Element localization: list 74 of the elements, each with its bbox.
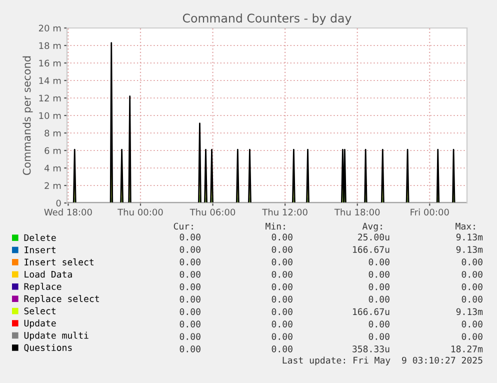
legend-label: Questions: [24, 344, 72, 352]
text: 358.33u: [352, 346, 390, 352]
text: 166.67u: [353, 308, 390, 316]
y-tick-label: 6 m: [44, 147, 61, 154]
text: Last update: Fri May 9 03:10:27 2025: [282, 356, 482, 366]
y-axis-title: Commands per second: [22, 56, 33, 175]
text: 0.00: [462, 333, 482, 340]
text: 166.67u: [353, 246, 390, 253]
x-tick-label: Thu 06:00: [190, 208, 236, 216]
text: 0.00: [272, 234, 292, 240]
text: 0.00: [180, 320, 200, 328]
y-tick-label: 16 m: [39, 60, 61, 67]
text: 9.13m: [456, 308, 483, 316]
text: 0.00: [180, 234, 200, 240]
text: Min:: [266, 222, 285, 230]
text: 0.00: [180, 296, 200, 303]
text: 0.00: [462, 296, 482, 303]
legend-label: Delete: [24, 234, 56, 242]
text: 0.00: [272, 270, 292, 278]
text: Cur:: [174, 222, 193, 230]
text: 0.00: [462, 270, 482, 278]
text: 0.00: [180, 346, 200, 352]
y-tick-label: 10 m: [39, 112, 61, 120]
legend-label: Insert select: [24, 258, 94, 266]
text: 0.00: [368, 296, 390, 303]
x-tick-label: Thu 12:00: [262, 208, 308, 216]
text: 0.00: [272, 320, 292, 328]
text: 0.00: [272, 283, 292, 290]
text: 25.00u: [358, 234, 390, 240]
text: 0.00: [368, 270, 390, 278]
y-tick-label: 4 m: [44, 164, 61, 172]
text: 0.00: [180, 270, 200, 278]
text: 0.00: [368, 333, 390, 340]
text: 0.00: [180, 308, 200, 316]
text: Max:: [456, 222, 475, 230]
y-tick-label: 2 m: [44, 182, 61, 189]
text: 9.13m: [456, 234, 483, 240]
x-tick-label: Wed 18:00: [44, 208, 92, 216]
text: 0.00: [180, 283, 200, 290]
text: 18.27m: [451, 346, 483, 352]
text: 0.00: [272, 333, 292, 340]
text: 0.00: [462, 283, 482, 290]
y-tick-label: 0: [56, 200, 61, 207]
x-tick-label: Fri 00:00: [410, 208, 449, 216]
y-tick-label: 8 m: [44, 130, 61, 137]
y-tick-label: 14 m: [39, 77, 61, 84]
text: 0.00: [272, 246, 292, 253]
text: 0.00: [180, 258, 200, 266]
y-tick-label: 20 m: [38, 24, 61, 32]
text: 0.00: [368, 320, 390, 328]
text: 0.00: [462, 320, 482, 328]
text: 0.00: [272, 346, 292, 352]
y-tick-label: 12 m: [39, 94, 61, 102]
text: 0.00: [368, 283, 390, 290]
legend-label: Load Data: [24, 270, 72, 278]
text: 0.00: [368, 258, 390, 266]
text: 0.00: [180, 246, 200, 253]
legend-label: Replace select: [24, 295, 99, 304]
chart-title: Command Counters - by day: [182, 13, 352, 25]
text: 0.00: [272, 308, 292, 316]
legend-label: Replace: [24, 282, 62, 292]
legend-label: Update: [24, 320, 56, 328]
text: 0.00: [272, 258, 292, 266]
legend-label: Select: [24, 307, 56, 314]
text: 0.00: [462, 258, 482, 266]
text: Avg:: [362, 222, 382, 232]
legend-label: Update multi: [24, 332, 88, 341]
y-tick-label: 18 m: [39, 42, 61, 50]
x-tick-label: Thu 00:00: [118, 208, 163, 216]
text: 0.00: [180, 333, 200, 340]
legend-label: Insert: [24, 246, 56, 254]
text: 0.00: [272, 296, 292, 303]
text: 9.13m: [456, 246, 483, 253]
x-tick-label: Thu 18:00: [334, 208, 380, 216]
